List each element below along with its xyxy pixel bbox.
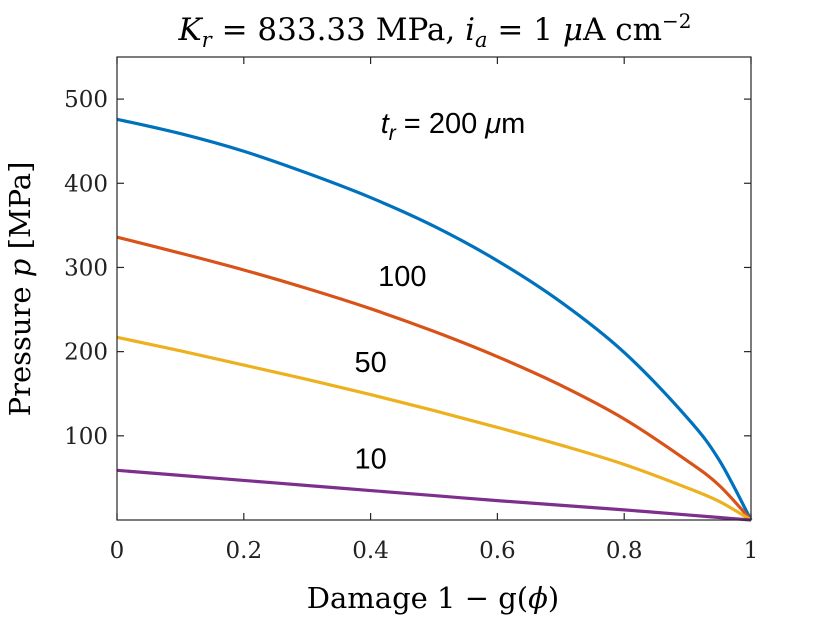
annotation-10: 10 [354, 444, 386, 476]
annotation-100: 100 [378, 261, 426, 293]
x-tick-label: 0.2 [226, 538, 263, 564]
y-tick-label: 300 [64, 255, 108, 281]
annotation-50: 50 [354, 347, 386, 379]
y-tick-label: 400 [64, 171, 108, 197]
series-line-50 [116, 335, 752, 522]
series-layer [116, 117, 753, 522]
y-tick-label: 500 [64, 87, 108, 113]
y-axis-label: Pressure p [MPa] [3, 162, 37, 417]
axes-box [116, 56, 752, 521]
x-tick-label: 0.8 [606, 538, 643, 564]
x-tick-label: 0.4 [352, 538, 389, 564]
annotation-layer: tr = 200 μm 100 50 10 [354, 108, 525, 476]
y-tick-label: 200 [64, 340, 108, 366]
x-tick-label: 0.6 [479, 538, 516, 564]
y-tick-label: 100 [64, 424, 108, 450]
x-axis-label: Damage 1 − g(ϕ) [307, 581, 559, 615]
x-tick-label: 0 [110, 538, 125, 564]
series-line-10 [116, 468, 752, 522]
series-line-200 [116, 117, 753, 521]
series-line-100 [116, 235, 753, 522]
axes-layer: 0 0.2 0.4 0.6 0.8 1 100 200 300 400 500 [64, 56, 759, 564]
chart-title: Kr = 833.33 MPa, ia = 1 μA cm−2 [178, 9, 692, 52]
x-tick-label: 1 [744, 538, 759, 564]
annotation-200: tr = 200 μm [381, 108, 526, 145]
